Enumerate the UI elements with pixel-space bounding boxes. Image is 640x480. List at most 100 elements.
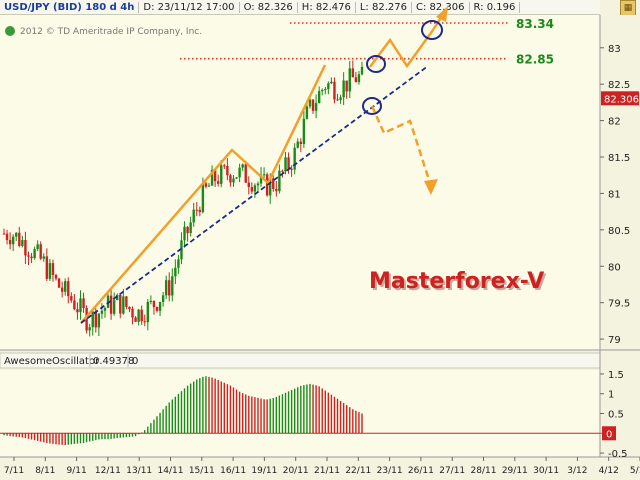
candle-body bbox=[241, 164, 244, 168]
osc-tick-label: 1 bbox=[608, 390, 614, 401]
price-axis-bg bbox=[600, 15, 640, 350]
candle-body bbox=[333, 81, 336, 100]
time-tick-label: 23/11 bbox=[377, 466, 403, 476]
candle-body bbox=[177, 259, 180, 268]
candle-body bbox=[351, 68, 355, 78]
candle-body bbox=[216, 181, 220, 184]
candle-body bbox=[57, 278, 61, 288]
price-tick-label: 80 bbox=[608, 262, 621, 273]
candle-body bbox=[299, 141, 303, 144]
time-tick-label: 28/11 bbox=[471, 466, 497, 476]
candle-body bbox=[21, 240, 24, 246]
candle-body bbox=[63, 281, 67, 292]
candle-body bbox=[296, 141, 299, 148]
candle-body bbox=[171, 276, 174, 296]
candle-body bbox=[317, 91, 321, 104]
candle-body bbox=[293, 147, 296, 170]
candle-body bbox=[116, 294, 119, 301]
candle-body bbox=[48, 263, 52, 279]
candle-body bbox=[134, 317, 137, 322]
candle-body bbox=[73, 300, 76, 310]
price-pane-bg bbox=[0, 15, 600, 350]
candle-body bbox=[30, 256, 33, 259]
candle-body bbox=[262, 174, 266, 176]
price-tick-label: 81.5 bbox=[608, 153, 630, 164]
candle-body bbox=[36, 244, 39, 250]
price-tick-label: 83 bbox=[608, 44, 621, 55]
high-value: H: 82.476 bbox=[298, 1, 356, 13]
candle-body bbox=[330, 81, 333, 84]
time-tick-label: 8/11 bbox=[35, 466, 55, 476]
candle-body bbox=[180, 240, 183, 260]
candle-body bbox=[281, 170, 284, 172]
time-tick-label: 9/11 bbox=[66, 466, 86, 476]
price-tick-label: 82 bbox=[608, 117, 621, 128]
time-tick-label: 29/11 bbox=[502, 466, 528, 476]
oscillator-value: 0.49378 bbox=[93, 356, 134, 367]
resistance-label: 83.34 bbox=[516, 17, 554, 31]
price-tick-label: 79 bbox=[608, 335, 621, 346]
copyright-text: 2012 © TD Ameritrade IP Company, Inc. bbox=[20, 27, 202, 37]
candle-body bbox=[308, 99, 312, 107]
candle-body bbox=[106, 295, 110, 308]
candle-body bbox=[76, 309, 79, 313]
arrow-down-icon bbox=[424, 179, 438, 195]
candle-body bbox=[247, 182, 250, 188]
projected-down-path bbox=[370, 105, 432, 184]
candle-body bbox=[137, 309, 140, 322]
candle-body bbox=[168, 280, 171, 296]
candle-body bbox=[39, 244, 42, 259]
projected-up-path bbox=[368, 29, 435, 69]
symbol-label[interactable]: USD/JPY (BID) 180 d 4h bbox=[0, 1, 140, 13]
candle-body bbox=[314, 103, 318, 111]
price-tick-label: 80.5 bbox=[608, 226, 630, 237]
candle-body bbox=[128, 306, 131, 309]
candle-body bbox=[265, 174, 269, 196]
time-tick-label: 3/12 bbox=[567, 466, 587, 476]
candle-body bbox=[149, 300, 153, 302]
candle-body bbox=[189, 222, 192, 234]
time-tick-label: 20/11 bbox=[283, 466, 309, 476]
candle-body bbox=[278, 170, 281, 192]
time-tick-label: 30/11 bbox=[533, 466, 559, 476]
candle-body bbox=[100, 310, 104, 314]
candle-body bbox=[27, 255, 30, 257]
candle-body bbox=[223, 165, 226, 167]
candle-body bbox=[5, 233, 9, 241]
candle-body bbox=[97, 313, 101, 328]
candle-body bbox=[324, 89, 327, 91]
candle-body bbox=[250, 187, 254, 192]
time-tick-label: 7/11 bbox=[4, 466, 24, 476]
candle-body bbox=[152, 300, 156, 308]
price-tick-label: 81 bbox=[608, 189, 621, 200]
time-tick-label: 14/11 bbox=[158, 466, 184, 476]
candle-body bbox=[311, 99, 315, 111]
candle-body bbox=[195, 209, 198, 211]
current-price-tag bbox=[601, 91, 639, 106]
candle-body bbox=[275, 189, 278, 192]
candle-body bbox=[131, 308, 134, 318]
time-tick-label: 4/12 bbox=[599, 466, 619, 476]
candle-body bbox=[269, 178, 272, 196]
candle-body bbox=[342, 80, 345, 98]
time-tick-label: 27/11 bbox=[439, 466, 465, 476]
candle-body bbox=[183, 226, 186, 241]
candle-body bbox=[229, 175, 232, 183]
oscillator-extra: 0 bbox=[132, 356, 138, 367]
candle-body bbox=[339, 97, 342, 101]
candle-body bbox=[15, 232, 18, 237]
candle-body bbox=[54, 275, 58, 279]
date-value: D: 23/11/12 17:00 bbox=[139, 1, 240, 13]
arrow-up-icon bbox=[436, 6, 448, 22]
open-value: O: 82.326 bbox=[240, 1, 298, 13]
time-tick-label: 13/11 bbox=[126, 466, 152, 476]
candle-body bbox=[232, 178, 235, 183]
time-tick-label: 12/11 bbox=[95, 466, 121, 476]
candle-body bbox=[244, 164, 247, 183]
candle-body bbox=[327, 83, 330, 90]
candle-body bbox=[198, 209, 202, 213]
candle-body bbox=[60, 287, 64, 292]
candle-body bbox=[42, 256, 45, 259]
candle-body bbox=[164, 280, 168, 296]
